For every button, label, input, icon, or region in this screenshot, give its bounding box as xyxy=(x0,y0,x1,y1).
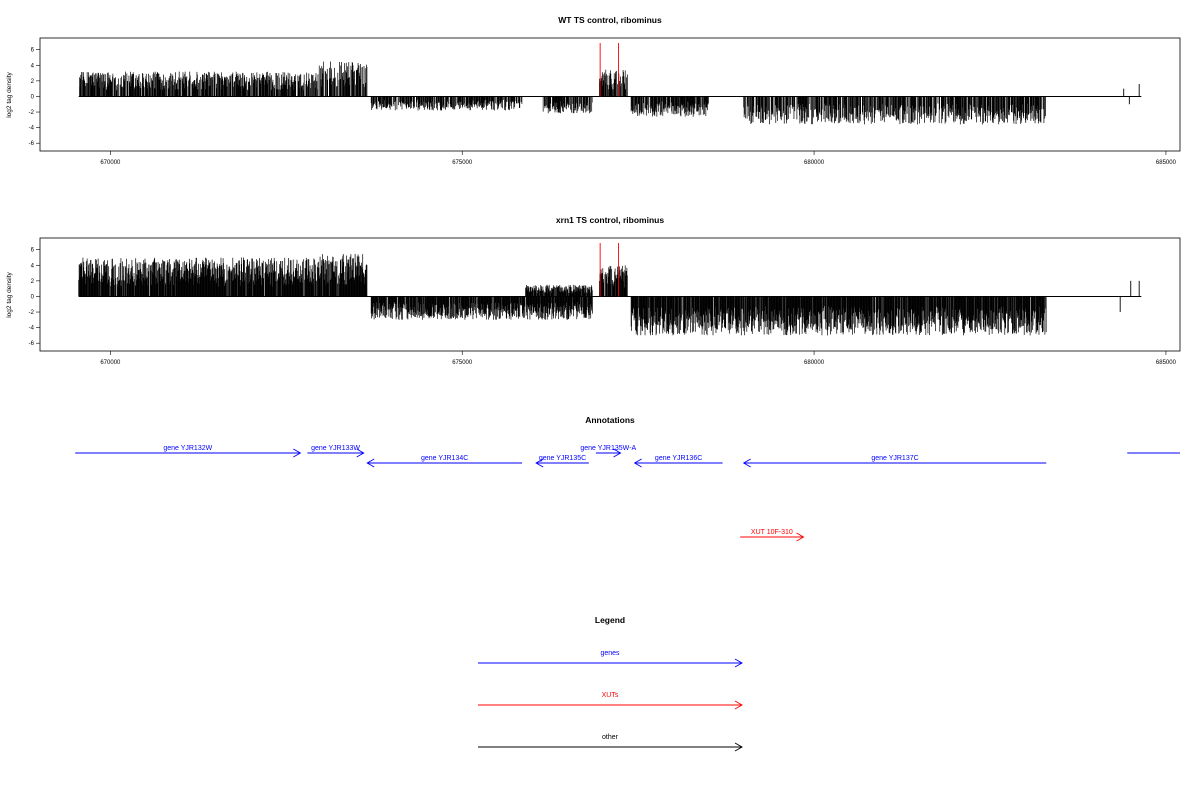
y-tick-label: -2 xyxy=(29,310,35,316)
y-tick-label: -6 xyxy=(29,341,35,347)
x-tick-label: 680000 xyxy=(804,360,825,366)
gene-arrow: gene YJR137C xyxy=(742,455,1047,468)
x-tick-label: 670000 xyxy=(100,360,121,366)
legend-title: Legend xyxy=(595,615,625,625)
coverage-bars xyxy=(78,253,1140,336)
gene-label: gene YJR137C xyxy=(871,455,918,462)
gene-label: gene YJR135C xyxy=(539,455,586,462)
y-tick-label: 6 xyxy=(31,48,35,54)
arrow-head xyxy=(535,458,544,468)
legend-label: genes xyxy=(600,650,620,657)
x-tick-label: 685000 xyxy=(1156,360,1177,366)
y-axis-label: log2 tag density xyxy=(6,271,13,317)
gene-label: gene YJR133W xyxy=(311,445,360,452)
y-tick-label: 0 xyxy=(31,94,35,100)
gene-label: gene YJR134C xyxy=(421,455,468,462)
coverage-bars xyxy=(79,61,1140,125)
x-tick-label: 670000 xyxy=(100,160,121,166)
y-tick-label: -6 xyxy=(29,141,35,147)
gene-arrow: gene YJR135W-A xyxy=(580,445,636,458)
y-tick-label: 4 xyxy=(31,263,35,269)
gene-label: gene YJR132W xyxy=(163,445,212,452)
arrow-head xyxy=(734,658,743,668)
xrn1-coverage-panel: xrn1 TS control, ribominus log2 tag dens… xyxy=(6,215,1181,366)
panel-title: xrn1 TS control, ribominus xyxy=(556,215,664,225)
y-tick-label: -2 xyxy=(29,110,35,116)
arrow-head xyxy=(734,742,743,752)
gene-label: gene YJR135W-A xyxy=(580,445,636,452)
legend-item: genes xyxy=(478,650,743,668)
y-tick-label: 2 xyxy=(31,279,35,285)
wt-coverage-panel: WT TS control, ribominus log2 tag densit… xyxy=(6,15,1181,166)
legend: Legend genes XUTs other xyxy=(478,615,743,752)
arrow-head xyxy=(293,448,302,458)
y-tick-label: 2 xyxy=(31,79,35,85)
x-tick-label: 675000 xyxy=(452,160,473,166)
arrow-head xyxy=(613,448,622,458)
arrow-head xyxy=(796,532,805,542)
xut-label: XUT 10F-310 xyxy=(751,529,793,536)
y-axis-label: log2 tag density xyxy=(6,71,13,117)
x-tick-label: 680000 xyxy=(804,160,825,166)
arrow-head xyxy=(734,700,743,710)
legend-label: XUTs xyxy=(602,692,619,699)
arrow-head xyxy=(366,458,375,468)
legend-label: other xyxy=(602,734,619,741)
y-tick-label: 0 xyxy=(31,294,35,300)
y-tick-label: 4 xyxy=(31,63,35,69)
gene-arrow: gene YJR135C xyxy=(535,455,589,468)
plot-frame xyxy=(39,37,1181,152)
gene-arrow: gene YJR132W xyxy=(75,445,302,458)
arrow-head xyxy=(633,458,642,468)
y-tick-label: -4 xyxy=(29,126,35,132)
gene-arrow: gene YJR136C xyxy=(633,455,723,468)
legend-item: other xyxy=(478,734,743,752)
panel-title: WT TS control, ribominus xyxy=(558,15,662,25)
x-tick-label: 675000 xyxy=(452,360,473,366)
arrow-head xyxy=(356,448,365,458)
annotations-title: Annotations xyxy=(585,415,635,425)
y-tick-label: -4 xyxy=(29,326,35,332)
gene-arrow: gene YJR134C xyxy=(366,455,523,468)
legend-item: XUTs xyxy=(478,692,743,710)
gene-label: gene YJR136C xyxy=(655,455,702,462)
y-tick-label: 6 xyxy=(31,248,35,254)
xut-arrow: XUT 10F-310 xyxy=(740,529,805,542)
plot-frame xyxy=(39,237,1181,352)
annotation-track: Annotations gene YJR132W gene YJR133W gene… xyxy=(75,415,1180,542)
gene-arrow: gene YJR133W xyxy=(307,445,365,458)
x-tick-label: 685000 xyxy=(1156,160,1177,166)
arrow-head xyxy=(742,458,751,468)
